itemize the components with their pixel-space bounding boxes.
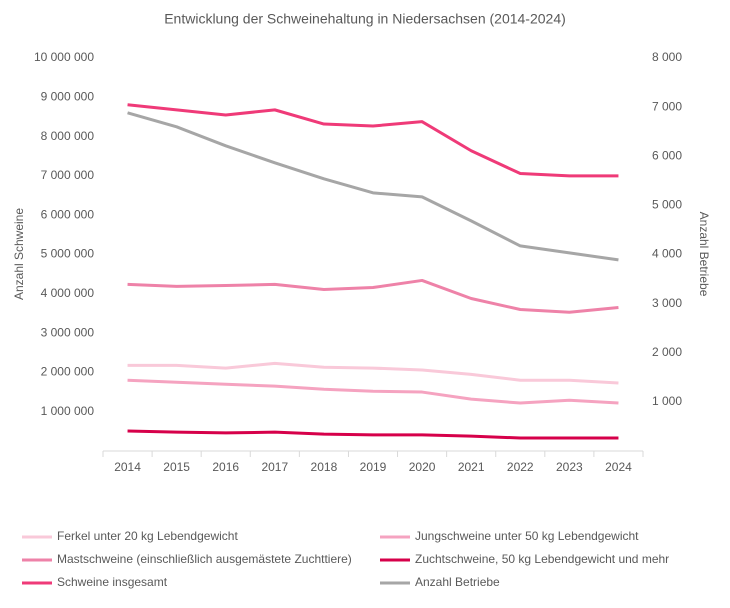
x-tick-label: 2022	[507, 460, 534, 474]
y-tick-label: 2 000 000	[41, 365, 95, 379]
y-tick-label: 7 000 000	[41, 168, 95, 182]
x-tick-label: 2018	[311, 460, 338, 474]
y2-tick-label: 2 000	[652, 345, 682, 359]
y2-tick-label: 4 000	[652, 247, 682, 261]
y-tick-label: 1 000 000	[41, 404, 95, 418]
y-axis-label: Anzahl Schweine	[12, 208, 26, 300]
y-tick-label: 10 000 000	[34, 50, 94, 64]
y2-axis-label: Anzahl Betriebe	[697, 212, 711, 297]
x-tick-label: 2020	[409, 460, 436, 474]
legend-label: Anzahl Betriebe	[415, 575, 500, 589]
chart-title: Entwicklung der Schweinehaltung in Niede…	[164, 11, 566, 27]
legend-label: Jungschweine unter 50 kg Lebendgewicht	[415, 529, 639, 543]
series-line	[127, 103, 619, 178]
x-tick-label: 2019	[360, 460, 387, 474]
series-line	[127, 361, 619, 385]
x-tick-label: 2017	[261, 460, 288, 474]
x-tick-label: 2015	[163, 460, 190, 474]
legend-label: Ferkel unter 20 kg Lebendgewicht	[57, 529, 238, 543]
y2-tick-label: 7 000	[652, 99, 682, 113]
series-line	[127, 278, 619, 314]
y2-tick-label: 3 000	[652, 296, 682, 310]
y2-tick-label: 8 000	[652, 50, 682, 64]
y-tick-label: 6 000 000	[41, 207, 95, 221]
legend-label: Zuchtschweine, 50 kg Lebendgewicht und m…	[415, 552, 669, 566]
x-tick-label: 2016	[212, 460, 239, 474]
series-line	[127, 111, 619, 262]
y-tick-label: 8 000 000	[41, 129, 95, 143]
legend-label: Schweine insgesamt	[57, 575, 168, 589]
y2-tick-label: 6 000	[652, 148, 682, 162]
y2-tick-label: 5 000	[652, 198, 682, 212]
series-line	[127, 378, 619, 405]
y-tick-label: 5 000 000	[41, 247, 95, 261]
y-tick-label: 4 000 000	[41, 286, 95, 300]
x-tick-label: 2014	[114, 460, 141, 474]
series-line	[127, 429, 619, 440]
x-tick-label: 2024	[605, 460, 632, 474]
x-tick-label: 2021	[458, 460, 485, 474]
y-tick-label: 9 000 000	[41, 89, 95, 103]
y-tick-label: 3 000 000	[41, 325, 95, 339]
x-tick-label: 2023	[556, 460, 583, 474]
y2-tick-label: 1 000	[652, 394, 682, 408]
legend-label: Mastschweine (einschließlich ausgemästet…	[57, 552, 352, 566]
